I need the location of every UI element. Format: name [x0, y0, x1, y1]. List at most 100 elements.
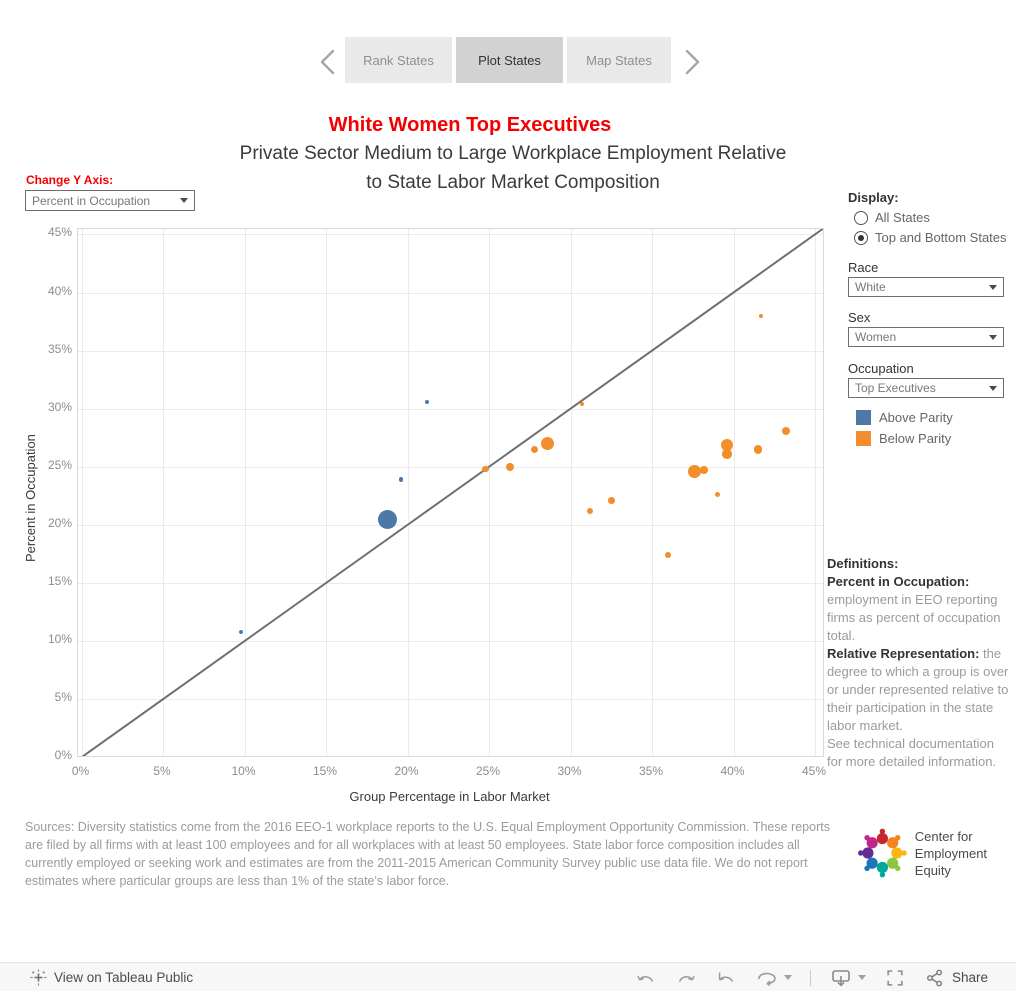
gridline: [78, 234, 823, 236]
x-axis-title: Group Percentage in Labor Market: [349, 789, 550, 804]
gridline: [78, 524, 823, 526]
data-point[interactable]: [506, 462, 515, 471]
chevron-right-icon[interactable]: [680, 47, 704, 77]
share-label: Share: [951, 970, 988, 985]
data-point[interactable]: [665, 552, 672, 559]
share-button[interactable]: Share: [924, 967, 988, 989]
gridline: [815, 229, 816, 756]
data-point[interactable]: [781, 426, 790, 435]
chevron-down-icon: [180, 198, 188, 203]
sex-select[interactable]: Women: [848, 327, 1004, 347]
undo-icon[interactable]: [635, 968, 657, 988]
gridline: [78, 350, 823, 352]
above-parity-swatch: [856, 410, 871, 425]
gridline: [78, 466, 823, 468]
legend-item-above-parity[interactable]: Above Parity: [856, 410, 953, 425]
definition-item: Percent in Occupation: employment in EEO…: [827, 574, 1001, 643]
chevron-down-icon: [783, 975, 792, 980]
sources-note: Sources: Diversity statistics come from …: [25, 820, 830, 888]
tab-label: Rank States: [363, 52, 434, 68]
chevron-down-icon: [989, 334, 997, 340]
page-subtitle-line1: Private Sector Medium to Large Workplace…: [239, 143, 787, 164]
share-icon: [926, 969, 943, 986]
gridline: [78, 641, 823, 643]
race-select[interactable]: White: [848, 277, 1004, 297]
y-tick-label: 5%: [54, 690, 72, 705]
tab-rank-states[interactable]: Rank States: [345, 37, 452, 83]
data-point[interactable]: [378, 509, 398, 529]
occupation-select[interactable]: Top Executives: [848, 378, 1004, 398]
legend-item-below-parity[interactable]: Below Parity: [856, 431, 951, 446]
refresh-icon[interactable]: [755, 968, 792, 988]
y-tick-label: 20%: [47, 515, 72, 530]
radio-label: All States: [875, 210, 930, 225]
legend-label: Below Parity: [879, 431, 952, 446]
page-title: White Women Top Executives: [328, 114, 612, 136]
y-tick-label: 30%: [47, 399, 72, 414]
gridline: [489, 229, 490, 756]
revert-icon[interactable]: [715, 968, 737, 988]
tab-label: Map States: [586, 52, 652, 68]
tab-label: Plot States: [478, 52, 541, 68]
y-tick-label: 25%: [47, 457, 72, 472]
gridline: [326, 229, 327, 756]
occupation-label: Occupation: [848, 361, 914, 376]
gridline: [81, 229, 83, 756]
x-tick-label: 35%: [638, 764, 664, 778]
fullscreen-icon[interactable]: [884, 967, 906, 989]
data-point[interactable]: [759, 313, 764, 318]
data-point[interactable]: [541, 437, 555, 451]
y-axis-title: Percent in Occupation: [23, 434, 38, 562]
data-point[interactable]: [530, 445, 539, 454]
download-icon[interactable]: [829, 967, 866, 989]
radio-icon: [854, 210, 868, 225]
chevron-left-icon[interactable]: [316, 47, 340, 77]
data-point[interactable]: [482, 465, 490, 473]
tab-plot-states[interactable]: Plot States: [456, 37, 563, 83]
center-for-employment-equity-logo[interactable]: Center for Employment Equity: [858, 826, 1016, 880]
scatter-plot[interactable]: [77, 228, 824, 757]
data-point[interactable]: [607, 497, 615, 504]
data-point[interactable]: [688, 465, 701, 478]
y-tick-label: 10%: [47, 632, 72, 647]
gridline: [163, 229, 164, 756]
y-tick-label: 15%: [47, 574, 72, 588]
toolbar-separator: [809, 969, 811, 986]
radio-all-states[interactable]: All States: [854, 210, 930, 225]
x-tick-label: 20%: [394, 764, 419, 778]
x-tick-label: 30%: [557, 764, 582, 778]
redo-icon[interactable]: [675, 968, 697, 988]
data-point[interactable]: [722, 449, 732, 459]
below-parity-swatch: [856, 431, 871, 446]
chevron-down-icon: [989, 284, 997, 290]
data-point[interactable]: [239, 629, 244, 634]
chevron-down-icon: [989, 385, 997, 391]
parity-reference-line: [81, 229, 823, 756]
data-point[interactable]: [579, 402, 584, 407]
radio-top-and-bottom-states[interactable]: Top and Bottom States: [854, 230, 1007, 245]
radio-label: Top and Bottom States: [875, 230, 1007, 245]
logo-text: Center for Employment Equity: [914, 828, 988, 878]
data-point[interactable]: [700, 466, 708, 475]
gridline: [570, 229, 572, 756]
data-point[interactable]: [586, 507, 594, 515]
data-point[interactable]: [398, 477, 404, 482]
view-on-tableau-public-link[interactable]: View on Tableau Public: [30, 969, 193, 986]
data-point[interactable]: [753, 445, 763, 454]
x-tick-label: 25%: [475, 764, 501, 778]
data-point[interactable]: [720, 438, 733, 451]
y-tick-label: 45%: [47, 225, 72, 240]
y-tick-label: 40%: [47, 283, 72, 298]
page-subtitle-line2: to State Labor Market Composition: [366, 172, 660, 193]
definition-item: Relative Representation: the degree to w…: [827, 646, 1009, 733]
gridline: [652, 229, 653, 756]
data-point[interactable]: [714, 492, 720, 498]
gridline: [78, 699, 823, 701]
y-tick-label: 35%: [47, 341, 72, 356]
x-tick-label: 5%: [153, 764, 171, 778]
y-axis-select[interactable]: Percent in Occupation: [25, 190, 195, 211]
tab-map-states[interactable]: Map States: [567, 37, 671, 83]
data-point[interactable]: [425, 399, 430, 404]
change-y-axis-label: Change Y Axis:: [26, 173, 114, 187]
chevron-down-icon: [857, 975, 866, 980]
